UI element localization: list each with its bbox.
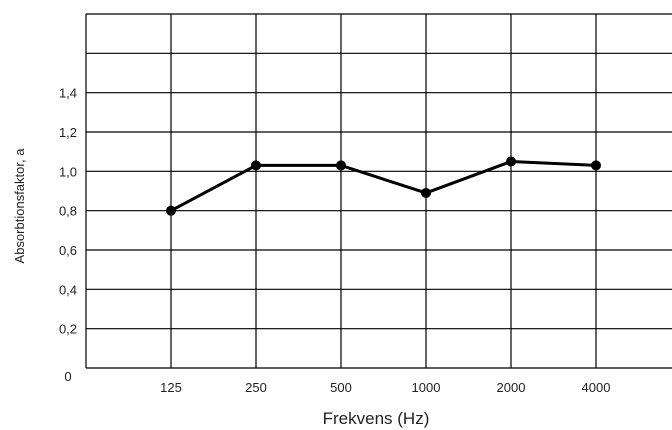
- data-points: [166, 156, 601, 216]
- data-point: [336, 160, 346, 171]
- x-tick-label: 500: [330, 380, 352, 395]
- y-tick-label: 0: [64, 369, 71, 384]
- x-tick-label: 250: [245, 380, 267, 395]
- y-tick-labels: 0 0,2 0,4 0,6 0,8 1,0 1,2 1,4: [59, 86, 77, 384]
- data-point: [421, 187, 431, 198]
- x-tick-label: 2000: [497, 380, 526, 395]
- y-tick-label: 0,2: [59, 322, 77, 337]
- grid: [85, 13, 672, 369]
- y-tick-label: 1,4: [59, 86, 77, 101]
- x-axis-label: Frekvens (Hz): [323, 409, 430, 428]
- y-tick-label: 0,8: [59, 204, 77, 219]
- y-tick-label: 1,2: [59, 125, 77, 140]
- data-point: [591, 160, 601, 171]
- data-point: [166, 205, 176, 216]
- x-tick-label: 1000: [412, 380, 441, 395]
- y-tick-label: 1,0: [59, 164, 77, 179]
- y-tick-label: 0,4: [59, 282, 77, 297]
- data-point: [251, 160, 261, 171]
- x-tick-label: 125: [160, 380, 182, 395]
- y-tick-label: 0,6: [59, 243, 77, 258]
- x-tick-label: 4000: [582, 380, 611, 395]
- data-point: [506, 156, 516, 167]
- y-axis-label: Absorbtionsfaktor, a: [12, 148, 27, 264]
- x-tick-labels: 125 250 500 1000 2000 4000: [160, 380, 610, 395]
- series-line: [170, 160, 597, 212]
